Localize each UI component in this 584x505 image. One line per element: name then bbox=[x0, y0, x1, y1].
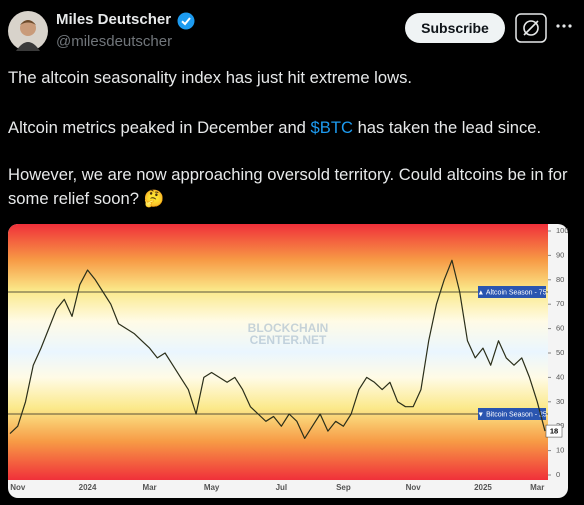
y-tick-label: 60 bbox=[556, 324, 564, 333]
author-handle[interactable]: @milesdeutscher bbox=[56, 33, 173, 50]
x-tick-label: Mar bbox=[530, 483, 544, 492]
chart[interactable]: BLOCKCHAINCENTER.NET01020304050607080901… bbox=[8, 224, 568, 498]
more-button[interactable] bbox=[555, 22, 573, 30]
y-tick-label: 40 bbox=[556, 372, 564, 381]
y-tick-label: 90 bbox=[556, 250, 564, 259]
reference-label: ▲ Altcoin Season - 75 bbox=[477, 289, 546, 296]
y-tick-label: 30 bbox=[556, 397, 564, 406]
text: The altcoin seasonality index has just h… bbox=[8, 68, 412, 87]
author-name[interactable]: Miles Deutscher bbox=[56, 11, 172, 28]
x-tick-label: Nov bbox=[406, 483, 422, 492]
tweet-paragraph: The altcoin seasonality index has just h… bbox=[8, 66, 576, 90]
watermark: CENTER.NET bbox=[250, 333, 327, 347]
x-tick-label: Sep bbox=[336, 483, 351, 492]
text: has taken the lead since. bbox=[352, 118, 542, 137]
last-value-label: 18 bbox=[550, 427, 558, 436]
plot-background bbox=[8, 224, 548, 480]
subscribe-button[interactable]: Subscribe bbox=[405, 13, 505, 43]
x-tick-label: Nov bbox=[10, 483, 26, 492]
tweet-paragraph: However, we are now approaching oversold… bbox=[8, 163, 576, 211]
watermark: BLOCKCHAIN bbox=[248, 321, 329, 335]
y-tick-label: 70 bbox=[556, 299, 564, 308]
tweet-paragraph: Altcoin metrics peaked in December and $… bbox=[8, 116, 576, 140]
y-tick-label: 100 bbox=[556, 226, 568, 235]
y-tick-label: 80 bbox=[556, 275, 564, 284]
cashtag-link[interactable]: $BTC bbox=[310, 118, 353, 137]
text: Altcoin metrics peaked in December and bbox=[8, 118, 311, 137]
y-tick-label: 50 bbox=[556, 348, 564, 357]
x-tick-label: May bbox=[204, 483, 220, 492]
x-tick-label: Mar bbox=[142, 483, 156, 492]
x-tick-label: Jul bbox=[276, 483, 288, 492]
grok-button[interactable] bbox=[515, 13, 547, 43]
y-tick-label: 10 bbox=[556, 446, 564, 455]
series-line bbox=[9, 259, 546, 439]
x-tick-label: 2025 bbox=[474, 483, 492, 492]
avatar[interactable] bbox=[8, 11, 48, 51]
verified-badge bbox=[177, 12, 195, 30]
last-value-box bbox=[545, 424, 563, 438]
y-tick-label: 0 bbox=[556, 470, 560, 479]
x-tick-label: 2024 bbox=[79, 483, 97, 492]
reference-label: ▼ Bitcoin Season - 25 bbox=[477, 411, 547, 418]
reference-label-box bbox=[478, 408, 546, 420]
text: However, we are now approaching oversold… bbox=[8, 165, 568, 208]
reference-label-box bbox=[478, 286, 546, 298]
